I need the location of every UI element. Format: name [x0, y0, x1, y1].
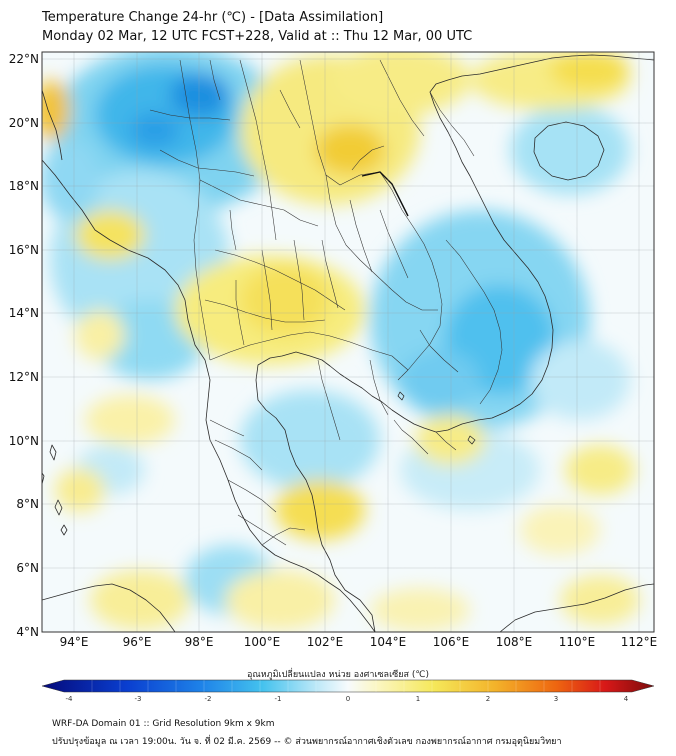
- footer-model-info: WRF-DA Domain 01 :: Grid Resolution 9km …: [52, 719, 275, 729]
- lat-label: 20°N: [9, 116, 39, 130]
- latitude-labels: 22°N 20°N 18°N 16°N 14°N 12°N 10°N 8°N 6…: [9, 52, 39, 639]
- colorbar-tick: -4: [66, 695, 74, 703]
- colorbar: -4 -3 -2 -1 0 1 2 3 4: [41, 679, 655, 703]
- lon-label: 106°E: [433, 635, 470, 649]
- colorbar-tick: -3: [135, 695, 142, 703]
- temperature-field: [42, 52, 654, 632]
- lat-label: 12°N: [9, 370, 39, 384]
- colorbar-tick: 1: [416, 695, 420, 703]
- footer-credits: ปรับปรุงข้อมูล ณ เวลา 19:00น. วัน จ. ที่…: [52, 737, 562, 747]
- lon-label: 104°E: [370, 635, 407, 649]
- lon-label: 110°E: [559, 635, 596, 649]
- longitude-labels: 94°E 96°E 98°E 100°E 102°E 104°E 106°E 1…: [60, 635, 658, 649]
- lon-label: 102°E: [307, 635, 344, 649]
- colorbar-tick: 4: [624, 695, 629, 703]
- lat-label: 10°N: [9, 434, 39, 448]
- colorbar-tick: 0: [346, 695, 350, 703]
- colorbar-scale: [41, 679, 655, 693]
- lat-label: 18°N: [9, 179, 39, 193]
- lon-label: 112°E: [621, 635, 658, 649]
- colorbar-title: อุณหภูมิเปลี่ยนแปลง หน่วย องศาเซลเซียส (…: [246, 670, 430, 680]
- lat-label: 14°N: [9, 306, 39, 320]
- colorbar-tick: -1: [275, 695, 282, 703]
- lat-label: 4°N: [16, 625, 39, 639]
- lon-label: 94°E: [60, 635, 89, 649]
- lon-label: 96°E: [123, 635, 152, 649]
- colorbar-tick: 3: [554, 695, 558, 703]
- lat-label: 22°N: [9, 52, 39, 66]
- borders: [149, 59, 503, 546]
- lon-label: 108°E: [496, 635, 533, 649]
- lat-label: 6°N: [16, 561, 39, 575]
- lat-label: 8°N: [16, 497, 39, 511]
- map-subtitle: Monday 02 Mar, 12 UTC FCST+228, Valid at…: [42, 29, 473, 44]
- graticule: [42, 52, 654, 632]
- lat-label: 16°N: [9, 243, 39, 257]
- colorbar-tick: -2: [205, 695, 212, 703]
- coastlines: [42, 54, 654, 632]
- colorbar-tick: 2: [486, 695, 490, 703]
- lon-label: 98°E: [185, 635, 214, 649]
- lon-label: 100°E: [244, 635, 281, 649]
- map-title: Temperature Change 24-hr (℃) - [Data Ass…: [42, 10, 384, 25]
